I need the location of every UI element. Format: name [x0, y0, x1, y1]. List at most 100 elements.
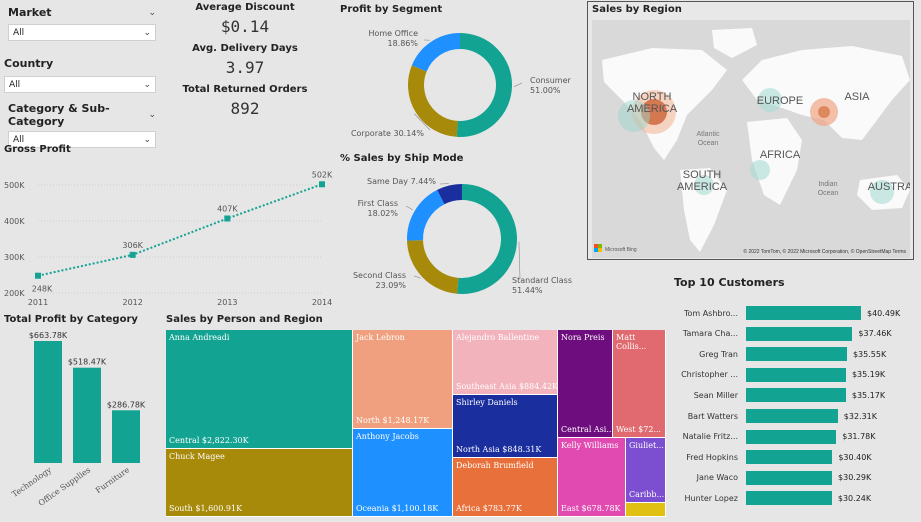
- customer-row[interactable]: Tamara Cha... $37.46K: [674, 326, 892, 341]
- kpi-title: Avg. Delivery Days: [192, 43, 298, 54]
- market-slicer: Market ⌄ All ⌄: [8, 6, 156, 41]
- customer-value: $37.46K: [858, 329, 892, 339]
- donut-slice[interactable]: [407, 189, 445, 241]
- top-customers-title: Top 10 Customers: [674, 276, 785, 289]
- chevron-down-icon: ⌄: [143, 27, 151, 38]
- customer-bar[interactable]: [746, 326, 853, 341]
- gross-profit-title: Gross Profit: [4, 144, 71, 155]
- kpi-value: 892: [230, 99, 260, 118]
- customer-name: Jane Waco: [696, 473, 738, 483]
- customer-bar[interactable]: [746, 491, 832, 506]
- customer-bar[interactable]: [746, 450, 833, 465]
- map-label-asia: ASIA: [844, 91, 870, 103]
- customer-row[interactable]: Tom Ashbro... $40.49K: [674, 306, 900, 320]
- treemap-cell[interactable]: Kelly Williams East $678.78K: [558, 438, 626, 517]
- treemap-cell-value: Southeast Asia $884.42K: [456, 382, 558, 391]
- customer-bar[interactable]: [746, 388, 846, 403]
- slice-label: Consumer 51.00%: [530, 76, 572, 95]
- profit-by-category-title: Total Profit by Category: [4, 314, 138, 325]
- customer-name: Hunter Lopez: [684, 493, 738, 503]
- treemap-cell[interactable]: Chuck Magee South $1,600.91K: [166, 449, 353, 517]
- treemap-cell[interactable]: Shirley Daniels North Asia $848.31K: [453, 395, 558, 458]
- market-dropdown-value: All: [13, 27, 25, 38]
- donut-slice[interactable]: [408, 65, 459, 137]
- customer-name: Christopher ...: [681, 370, 738, 380]
- category-bar[interactable]: [34, 341, 62, 463]
- ship-mode-title: % Sales by Ship Mode: [340, 153, 464, 164]
- customer-bar[interactable]: [746, 367, 846, 382]
- donut-slice[interactable]: [437, 184, 463, 205]
- map-label-south-america: SOUTH AMERICA: [677, 169, 728, 193]
- customer-value: $35.55K: [852, 349, 887, 359]
- chevron-down-icon: ⌄: [143, 134, 151, 145]
- customer-name: Fred Hopkins: [686, 452, 738, 462]
- customer-row[interactable]: Jane Waco $30.29K: [674, 470, 872, 485]
- category-axis-label: Furniture: [94, 465, 131, 495]
- sales-by-region-map[interactable]: Sales by Region NORTH AMERICA Atlantic Oce…: [587, 1, 914, 260]
- customer-row[interactable]: Hunter Lopez $30.24K: [674, 491, 871, 506]
- market-dropdown[interactable]: All ⌄: [8, 24, 156, 41]
- map-attribution[interactable]: © 2022 TomTom, © 2022 Microsoft Corporat…: [743, 248, 906, 255]
- customer-row[interactable]: Christopher ... $35.19K: [674, 367, 886, 382]
- map-label-north-america: NORTH AMERICA: [627, 91, 678, 115]
- customer-row[interactable]: Fred Hopkins $30.40K: [674, 450, 872, 465]
- customer-value: $30.29K: [838, 473, 872, 483]
- top-customers-chart: Tom Ashbro... $40.49K Tamara Cha... $37.46K…: [674, 306, 916, 514]
- treemap-cell[interactable]: Alejandro Ballentine Southeast Asia $884…: [453, 330, 558, 395]
- y-tick-label: 200K: [4, 289, 25, 298]
- customer-value: $32.31K: [843, 411, 878, 421]
- customer-value: $35.19K: [851, 370, 886, 380]
- category-bar[interactable]: [112, 410, 140, 463]
- slice-label: Same Day 7.44%: [367, 177, 436, 186]
- donut-slice[interactable]: [456, 33, 512, 137]
- customer-row[interactable]: Bart Watters $32.31K: [674, 409, 877, 423]
- treemap-cell[interactable]: Matt Collis... West $72...: [613, 330, 666, 438]
- country-dropdown-value: All: [9, 79, 21, 90]
- data-label: 306K: [122, 241, 143, 250]
- customer-bar[interactable]: [746, 409, 838, 423]
- customer-name: Bart Watters: [687, 411, 738, 421]
- treemap-cell-name: Deborah Brumfield: [456, 461, 534, 470]
- customer-bar[interactable]: [746, 470, 833, 485]
- x-tick-label: 2011: [28, 298, 48, 307]
- data-point[interactable]: [129, 251, 136, 258]
- kpi-avg-delivery-days: Avg. Delivery Days 3.97: [170, 43, 320, 77]
- country-dropdown[interactable]: All ⌄: [4, 76, 156, 93]
- chevron-down-icon[interactable]: ⌄: [148, 7, 156, 18]
- customer-row[interactable]: Natalie Fritz... $31.78K: [674, 429, 876, 444]
- customer-bar[interactable]: [746, 306, 861, 320]
- leader-line: [518, 241, 521, 280]
- customer-name: Tom Ashbro...: [683, 308, 738, 318]
- data-point[interactable]: [224, 215, 231, 222]
- customer-row[interactable]: Sean Miller $35.17K: [674, 388, 885, 403]
- customer-bar[interactable]: [746, 429, 837, 444]
- treemap-cell[interactable]: Giuliet... Caribb...: [626, 438, 666, 503]
- map-label-atlantic: Atlantic Ocean: [697, 131, 720, 147]
- customer-row[interactable]: Greg Tran $35.55K: [674, 347, 887, 362]
- kpi-value: $0.14: [220, 17, 270, 36]
- treemap-cell-name: Kelly Williams: [561, 441, 619, 450]
- donut-slice[interactable]: [407, 239, 459, 294]
- treemap-cell-value: Oceania $1,100.18K: [356, 504, 439, 513]
- world-map[interactable]: NORTH AMERICA Atlantic Ocean SOUTH AMERICA …: [592, 20, 910, 258]
- map-label-indian: Indian Ocean: [818, 181, 839, 197]
- category-dropdown[interactable]: All ⌄: [8, 131, 156, 148]
- category-slicer: Category & Sub-Category ⌄ All ⌄: [8, 102, 156, 148]
- donut-slice[interactable]: [411, 33, 461, 72]
- chevron-down-icon[interactable]: ⌄: [148, 110, 156, 120]
- treemap-cell[interactable]: Anthony Jacobs Oceania $1,100.18K: [353, 429, 453, 517]
- bar-value-label: $286.78K: [107, 400, 146, 409]
- treemap-cell[interactable]: Anna Andreadi Central $2,822.30K: [166, 330, 353, 449]
- donut-slice[interactable]: [457, 184, 517, 294]
- treemap-cell-name: Jack Lebron: [356, 333, 405, 342]
- customer-bar[interactable]: [746, 347, 847, 362]
- data-point[interactable]: [35, 272, 41, 279]
- kpi-average-discount: Average Discount $0.14: [170, 2, 320, 36]
- treemap-cell[interactable]: Jack Lebron North $1,248.17K: [353, 330, 453, 429]
- treemap-cell[interactable]: Deborah Brumfield Africa $783.77K: [453, 458, 558, 517]
- category-bar[interactable]: [73, 367, 101, 463]
- map-brand: Microsoft Bing: [605, 247, 637, 253]
- data-point[interactable]: [319, 181, 325, 188]
- treemap-cell[interactable]: [626, 503, 666, 517]
- treemap-cell[interactable]: Nora Preis Central Asi...: [558, 330, 613, 438]
